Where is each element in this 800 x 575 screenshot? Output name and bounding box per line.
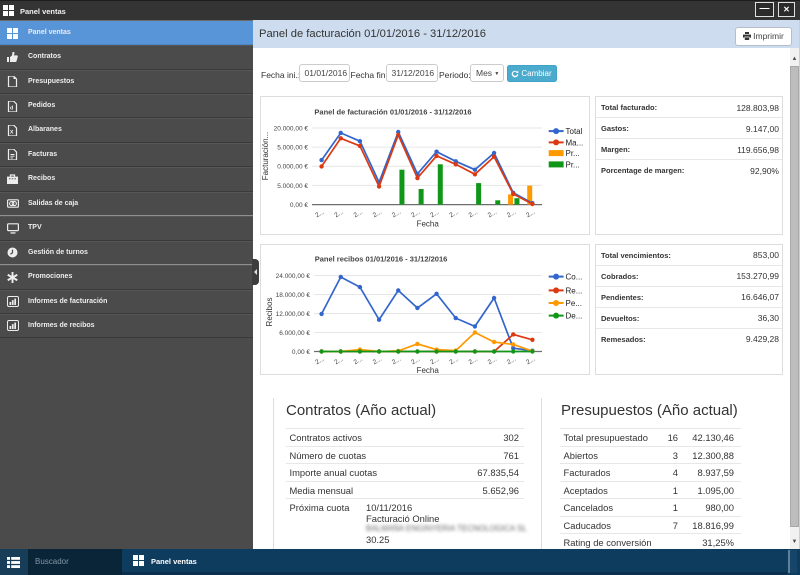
svg-text:20.000,00 €: 20.000,00 € (274, 125, 309, 132)
svg-text:2...: 2... (525, 356, 536, 367)
svg-text:2...: 2... (410, 356, 421, 367)
svg-text:0,00 €: 0,00 € (290, 202, 308, 209)
svg-text:d: d (10, 105, 13, 111)
svg-text:6.000,00 €: 6.000,00 € (279, 330, 310, 337)
svg-text:2...: 2... (314, 209, 325, 220)
svg-text:Pr...: Pr... (566, 149, 580, 158)
svg-text:2...: 2... (391, 209, 402, 220)
svg-text:24.000,00 €: 24.000,00 € (276, 273, 311, 280)
svg-text:Panel de facturación 01/01/201: Panel de facturación 01/01/2016 - 31/12/… (314, 108, 471, 117)
svg-text:x: x (10, 129, 14, 135)
svg-text:2...: 2... (468, 356, 479, 367)
svg-text:2...: 2... (391, 356, 402, 367)
svg-text:2...: 2... (353, 209, 364, 220)
svg-text:2...: 2... (429, 356, 440, 367)
svg-text:Fecha: Fecha (417, 366, 440, 375)
svg-text:Facturación...: Facturación... (261, 132, 270, 180)
svg-text:5.000,00 €: 5.000,00 € (277, 183, 308, 190)
svg-text:2...: 2... (487, 356, 498, 367)
svg-text:2...: 2... (429, 209, 440, 220)
svg-text:2...: 2... (468, 209, 479, 220)
svg-text:12.000,00 €: 12.000,00 € (276, 311, 311, 318)
svg-text:18.000,00 €: 18.000,00 € (276, 292, 311, 299)
svg-text:2...: 2... (372, 209, 383, 220)
svg-text:2...: 2... (506, 356, 517, 367)
svg-text:Panel recibos 01/01/2016 - 31/: Panel recibos 01/01/2016 - 31/12/2016 (315, 255, 448, 264)
svg-text:Co...: Co... (566, 273, 583, 282)
svg-text:5.000,00 €: 5.000,00 € (277, 145, 308, 152)
svg-text:2...: 2... (487, 209, 498, 220)
svg-text:Recibos: Recibos (265, 298, 274, 327)
svg-text:Pe...: Pe... (566, 299, 582, 308)
svg-text:Total: Total (566, 127, 583, 136)
svg-text:Re...: Re... (566, 286, 583, 295)
svg-text:2...: 2... (333, 209, 344, 220)
svg-text:2...: 2... (525, 209, 536, 220)
svg-text:0,00 €: 0,00 € (292, 349, 310, 356)
svg-text:2...: 2... (410, 209, 421, 220)
svg-text:2...: 2... (333, 356, 344, 367)
svg-text:2...: 2... (353, 356, 364, 367)
svg-text:2...: 2... (314, 356, 325, 367)
svg-text:De...: De... (566, 312, 583, 321)
svg-text:Fecha: Fecha (417, 220, 440, 229)
svg-text:2...: 2... (448, 209, 459, 220)
svg-text:2...: 2... (506, 209, 517, 220)
svg-text:2...: 2... (372, 356, 383, 367)
svg-text:2...: 2... (448, 356, 459, 367)
svg-text:Ma...: Ma... (566, 138, 584, 147)
svg-text:0.000,00 €: 0.000,00 € (277, 164, 308, 171)
svg-text:Pr...: Pr... (566, 160, 580, 169)
